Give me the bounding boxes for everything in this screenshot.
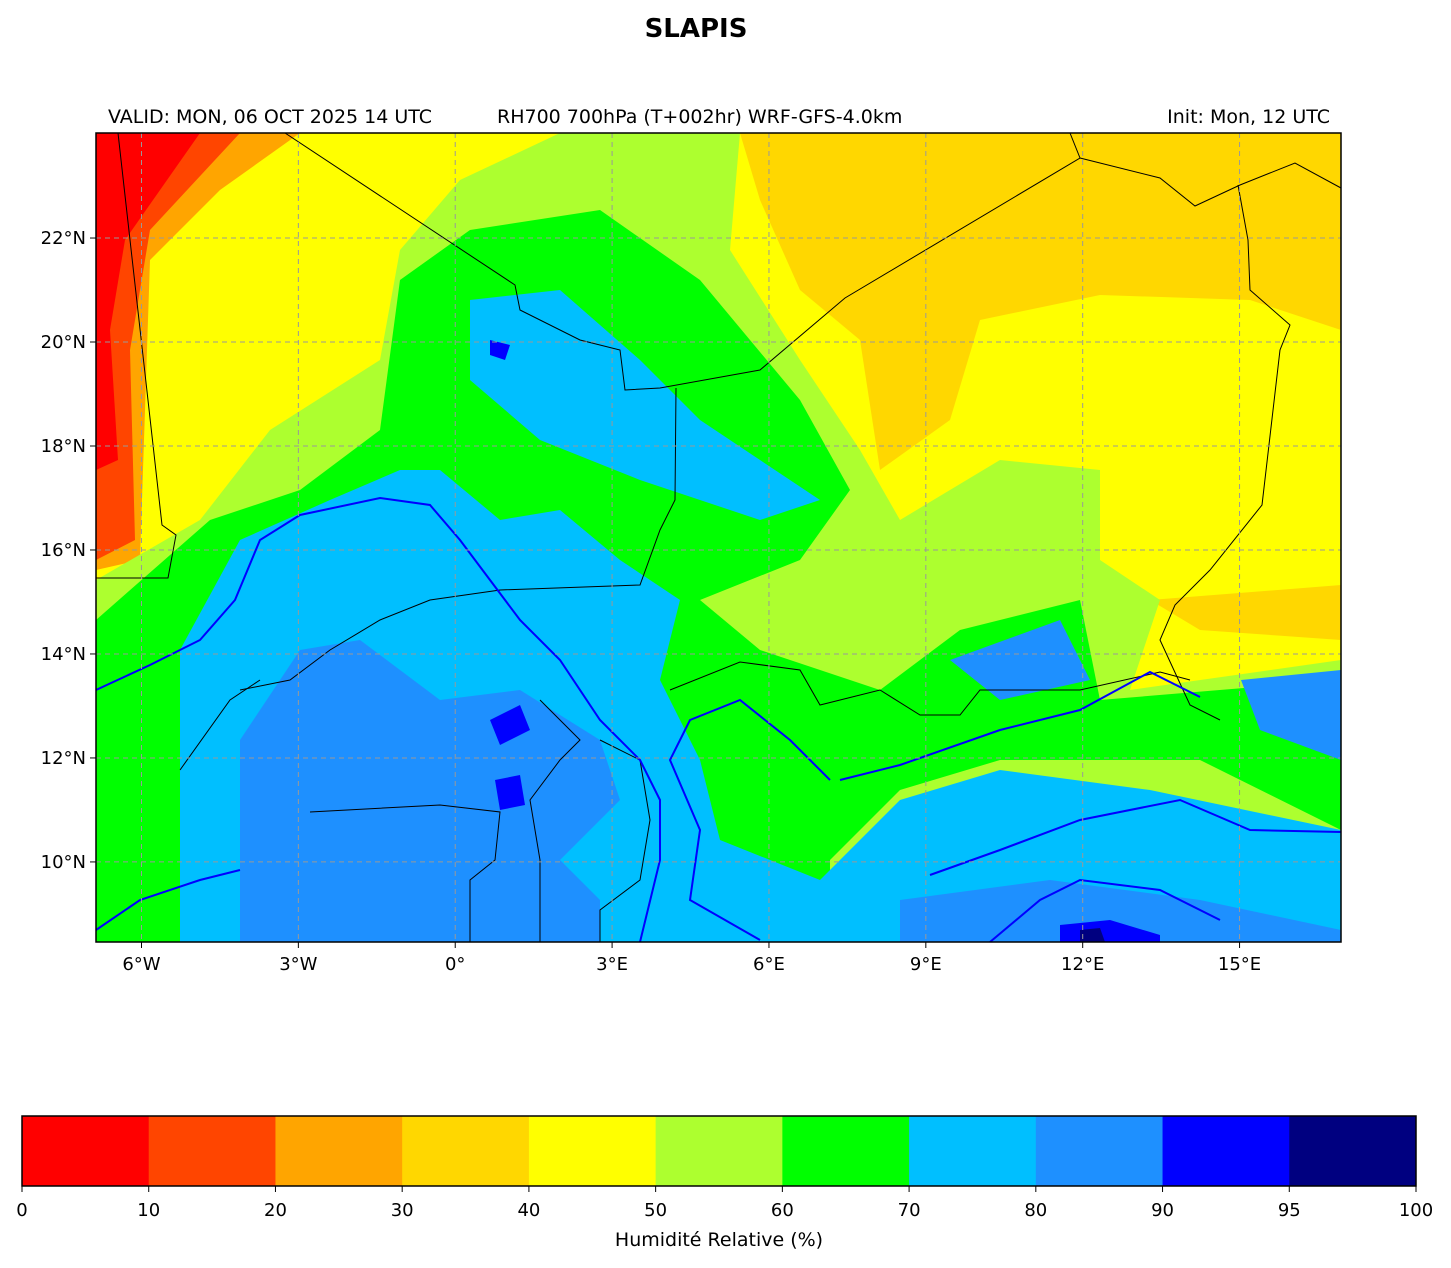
valid-time: VALID: MON, 06 OCT 2025 14 UTC — [108, 106, 432, 128]
y-tick-label: 16°N — [41, 540, 86, 561]
colorbar-segment — [1162, 1116, 1290, 1186]
y-tick-label: 12°N — [41, 748, 86, 769]
field-name: RH700 700hPa (T+002hr) WRF-GFS-4.0km — [497, 106, 902, 128]
colorbar-tick-label: 95 — [1278, 1200, 1301, 1221]
y-tick-label: 22°N — [41, 228, 86, 249]
colorbar-segment — [528, 1116, 657, 1186]
init-time: Init: Mon, 12 UTC — [1167, 106, 1330, 128]
y-tick-label: 10°N — [41, 852, 86, 873]
colorbar-segment — [22, 1116, 150, 1186]
graticule: 6°W 3°W 0° 3°E 6°E 9°E 12°E 15°E 10°N 12°N 14°N 16°… — [41, 133, 1341, 975]
x-tick-label: 12°E — [1061, 954, 1104, 975]
colorbar-tick-label: 0 — [16, 1200, 27, 1221]
colorbar-tick-label: 50 — [644, 1200, 667, 1221]
x-tick-label: 9°E — [910, 954, 942, 975]
colorbar-segment — [909, 1116, 1037, 1186]
colorbar-segment — [782, 1116, 910, 1186]
x-tick-label: 3°W — [279, 954, 317, 975]
colorbar-tick-label: 80 — [1024, 1200, 1047, 1221]
colorbar-tick-label: 40 — [517, 1200, 540, 1221]
colorbar-label: Humidité Relative (%) — [615, 1229, 823, 1251]
y-tick-label: 20°N — [41, 332, 86, 353]
colorbar-tick-label: 90 — [1151, 1200, 1174, 1221]
colorbar-segment — [275, 1116, 403, 1186]
x-tick-label: 15°E — [1218, 954, 1261, 975]
colorbar-frame — [21, 1115, 1417, 1187]
colorbar-segment — [1035, 1116, 1164, 1186]
title: SLAPIS — [645, 14, 748, 44]
map-frame — [95, 132, 1342, 943]
humidity-field — [96, 133, 1341, 942]
y-tick-label: 14°N — [41, 644, 86, 665]
colorbar-segment — [1289, 1116, 1417, 1186]
x-tick-label: 6°E — [753, 954, 785, 975]
y-tick-label: 18°N — [41, 436, 86, 457]
colorbar-tick-label: 60 — [771, 1200, 794, 1221]
colorbar-tick-label: 10 — [137, 1200, 160, 1221]
borders — [96, 133, 1341, 942]
x-tick-label: 6°W — [122, 954, 160, 975]
colorbar-segment — [402, 1116, 530, 1186]
colorbar-tick-label: 70 — [898, 1200, 921, 1221]
colorbar-tick-label: 100 — [1399, 1200, 1433, 1221]
colorbar-segment — [148, 1116, 276, 1186]
colorbar-tick-label: 30 — [391, 1200, 414, 1221]
colorbar-tick-label: 20 — [264, 1200, 287, 1221]
rivers — [96, 496, 1341, 942]
colorbar-segment — [655, 1116, 783, 1186]
x-tick-label: 3°E — [596, 954, 628, 975]
colorbar: 0 10 20 30 40 50 60 70 80 90 95 100 — [16, 1115, 1433, 1221]
x-tick-label: 0° — [445, 954, 465, 975]
